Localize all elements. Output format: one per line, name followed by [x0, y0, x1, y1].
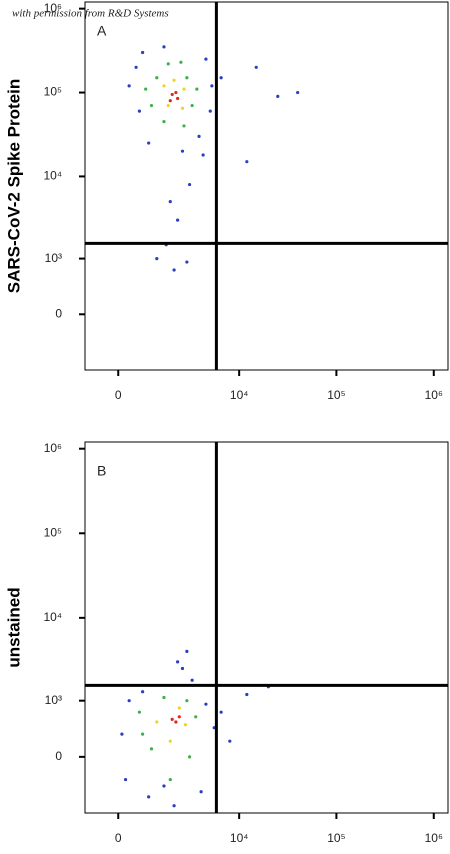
event-point [172, 78, 176, 82]
y-tick-label: 10⁶ [44, 1, 62, 15]
panel-label: A [97, 23, 107, 39]
plot-frame [84, 1, 449, 371]
event-point [127, 699, 131, 703]
event-point [172, 804, 176, 808]
event-point [190, 678, 194, 682]
event-point [245, 160, 249, 164]
event-point [194, 715, 198, 719]
event-point [228, 739, 232, 743]
event-point [182, 87, 186, 91]
event-point [185, 649, 189, 654]
x-tick-label: 0 [115, 831, 122, 845]
event-point [183, 723, 188, 727]
event-point [177, 715, 181, 719]
event-point [199, 790, 203, 794]
event-point [208, 109, 212, 113]
event-point [147, 141, 151, 145]
event-point [180, 149, 185, 153]
event-point [137, 710, 142, 714]
event-point [185, 699, 189, 703]
event-point [177, 706, 181, 710]
event-point [174, 90, 178, 95]
event-point [176, 218, 180, 222]
event-point [141, 732, 145, 736]
plot-frame [84, 441, 449, 814]
event-point [296, 90, 300, 95]
event-point [195, 87, 199, 91]
y-tick-label: 0 [55, 306, 62, 320]
y-tick-label: 10³ [45, 693, 62, 707]
event-point [147, 795, 151, 799]
event-point [204, 702, 208, 706]
event-point [149, 103, 154, 108]
event-point [172, 268, 176, 272]
event-point [155, 256, 159, 261]
event-point [185, 76, 189, 80]
event-point [155, 720, 159, 724]
event-point [176, 96, 180, 101]
x-tick-label: 10⁵ [327, 388, 345, 402]
event-point [219, 710, 223, 714]
event-point [197, 134, 201, 139]
event-point [149, 747, 154, 751]
event-point [162, 120, 166, 124]
event-point [162, 695, 166, 700]
event-point [187, 182, 192, 187]
y-tick-label: 0 [55, 749, 62, 763]
event-point [182, 124, 186, 128]
event-point [141, 690, 145, 694]
event-point [170, 717, 174, 721]
y-tick-label: 10⁴ [43, 169, 62, 183]
event-point [210, 84, 214, 88]
x-tick-label: 0 [115, 388, 122, 402]
x-tick-label: 10⁶ [425, 388, 443, 402]
y-axis-title: unstained [4, 587, 23, 667]
panel-label: B [97, 463, 106, 479]
event-point [127, 84, 131, 88]
event-point [162, 45, 166, 49]
event-point [245, 692, 249, 697]
event-point [187, 755, 192, 759]
watermark: with permission from R&D Systems [12, 8, 169, 20]
x-tick-label: 10⁵ [327, 831, 345, 845]
event-point [123, 777, 128, 782]
event-point [168, 200, 172, 204]
y-tick-label: 10³ [45, 251, 62, 265]
event-point [204, 57, 208, 61]
y-tick-label: 10⁶ [44, 441, 62, 455]
x-tick-label: 10⁶ [425, 831, 443, 845]
event-point [254, 65, 258, 69]
event-point [144, 87, 148, 91]
y-axis-title: SARS-CoV-2 Spike Protein [4, 79, 23, 293]
event-point [180, 666, 185, 671]
event-point [168, 99, 172, 103]
event-point [168, 777, 172, 782]
event-point [185, 260, 189, 264]
event-point [162, 84, 166, 88]
event-point [174, 720, 178, 724]
event-point [201, 153, 205, 157]
y-tick-label: 10⁵ [44, 85, 62, 99]
event-point [168, 739, 172, 743]
event-point [137, 109, 142, 113]
event-point [170, 92, 174, 97]
event-point [134, 65, 138, 69]
event-point [162, 784, 166, 788]
y-tick-label: 10⁴ [43, 610, 62, 624]
y-tick-label: 10⁵ [44, 525, 62, 539]
event-point [276, 94, 280, 98]
event-point [166, 62, 170, 66]
event-point [141, 50, 145, 55]
event-point [176, 660, 180, 664]
event-point [190, 103, 194, 108]
event-point [180, 106, 185, 110]
event-point [219, 76, 223, 80]
event-point [179, 60, 183, 64]
event-point [166, 103, 170, 108]
x-tick-label: 10⁴ [230, 388, 249, 402]
event-point [155, 76, 159, 80]
x-tick-label: 10⁴ [230, 831, 249, 845]
event-point [120, 732, 124, 736]
